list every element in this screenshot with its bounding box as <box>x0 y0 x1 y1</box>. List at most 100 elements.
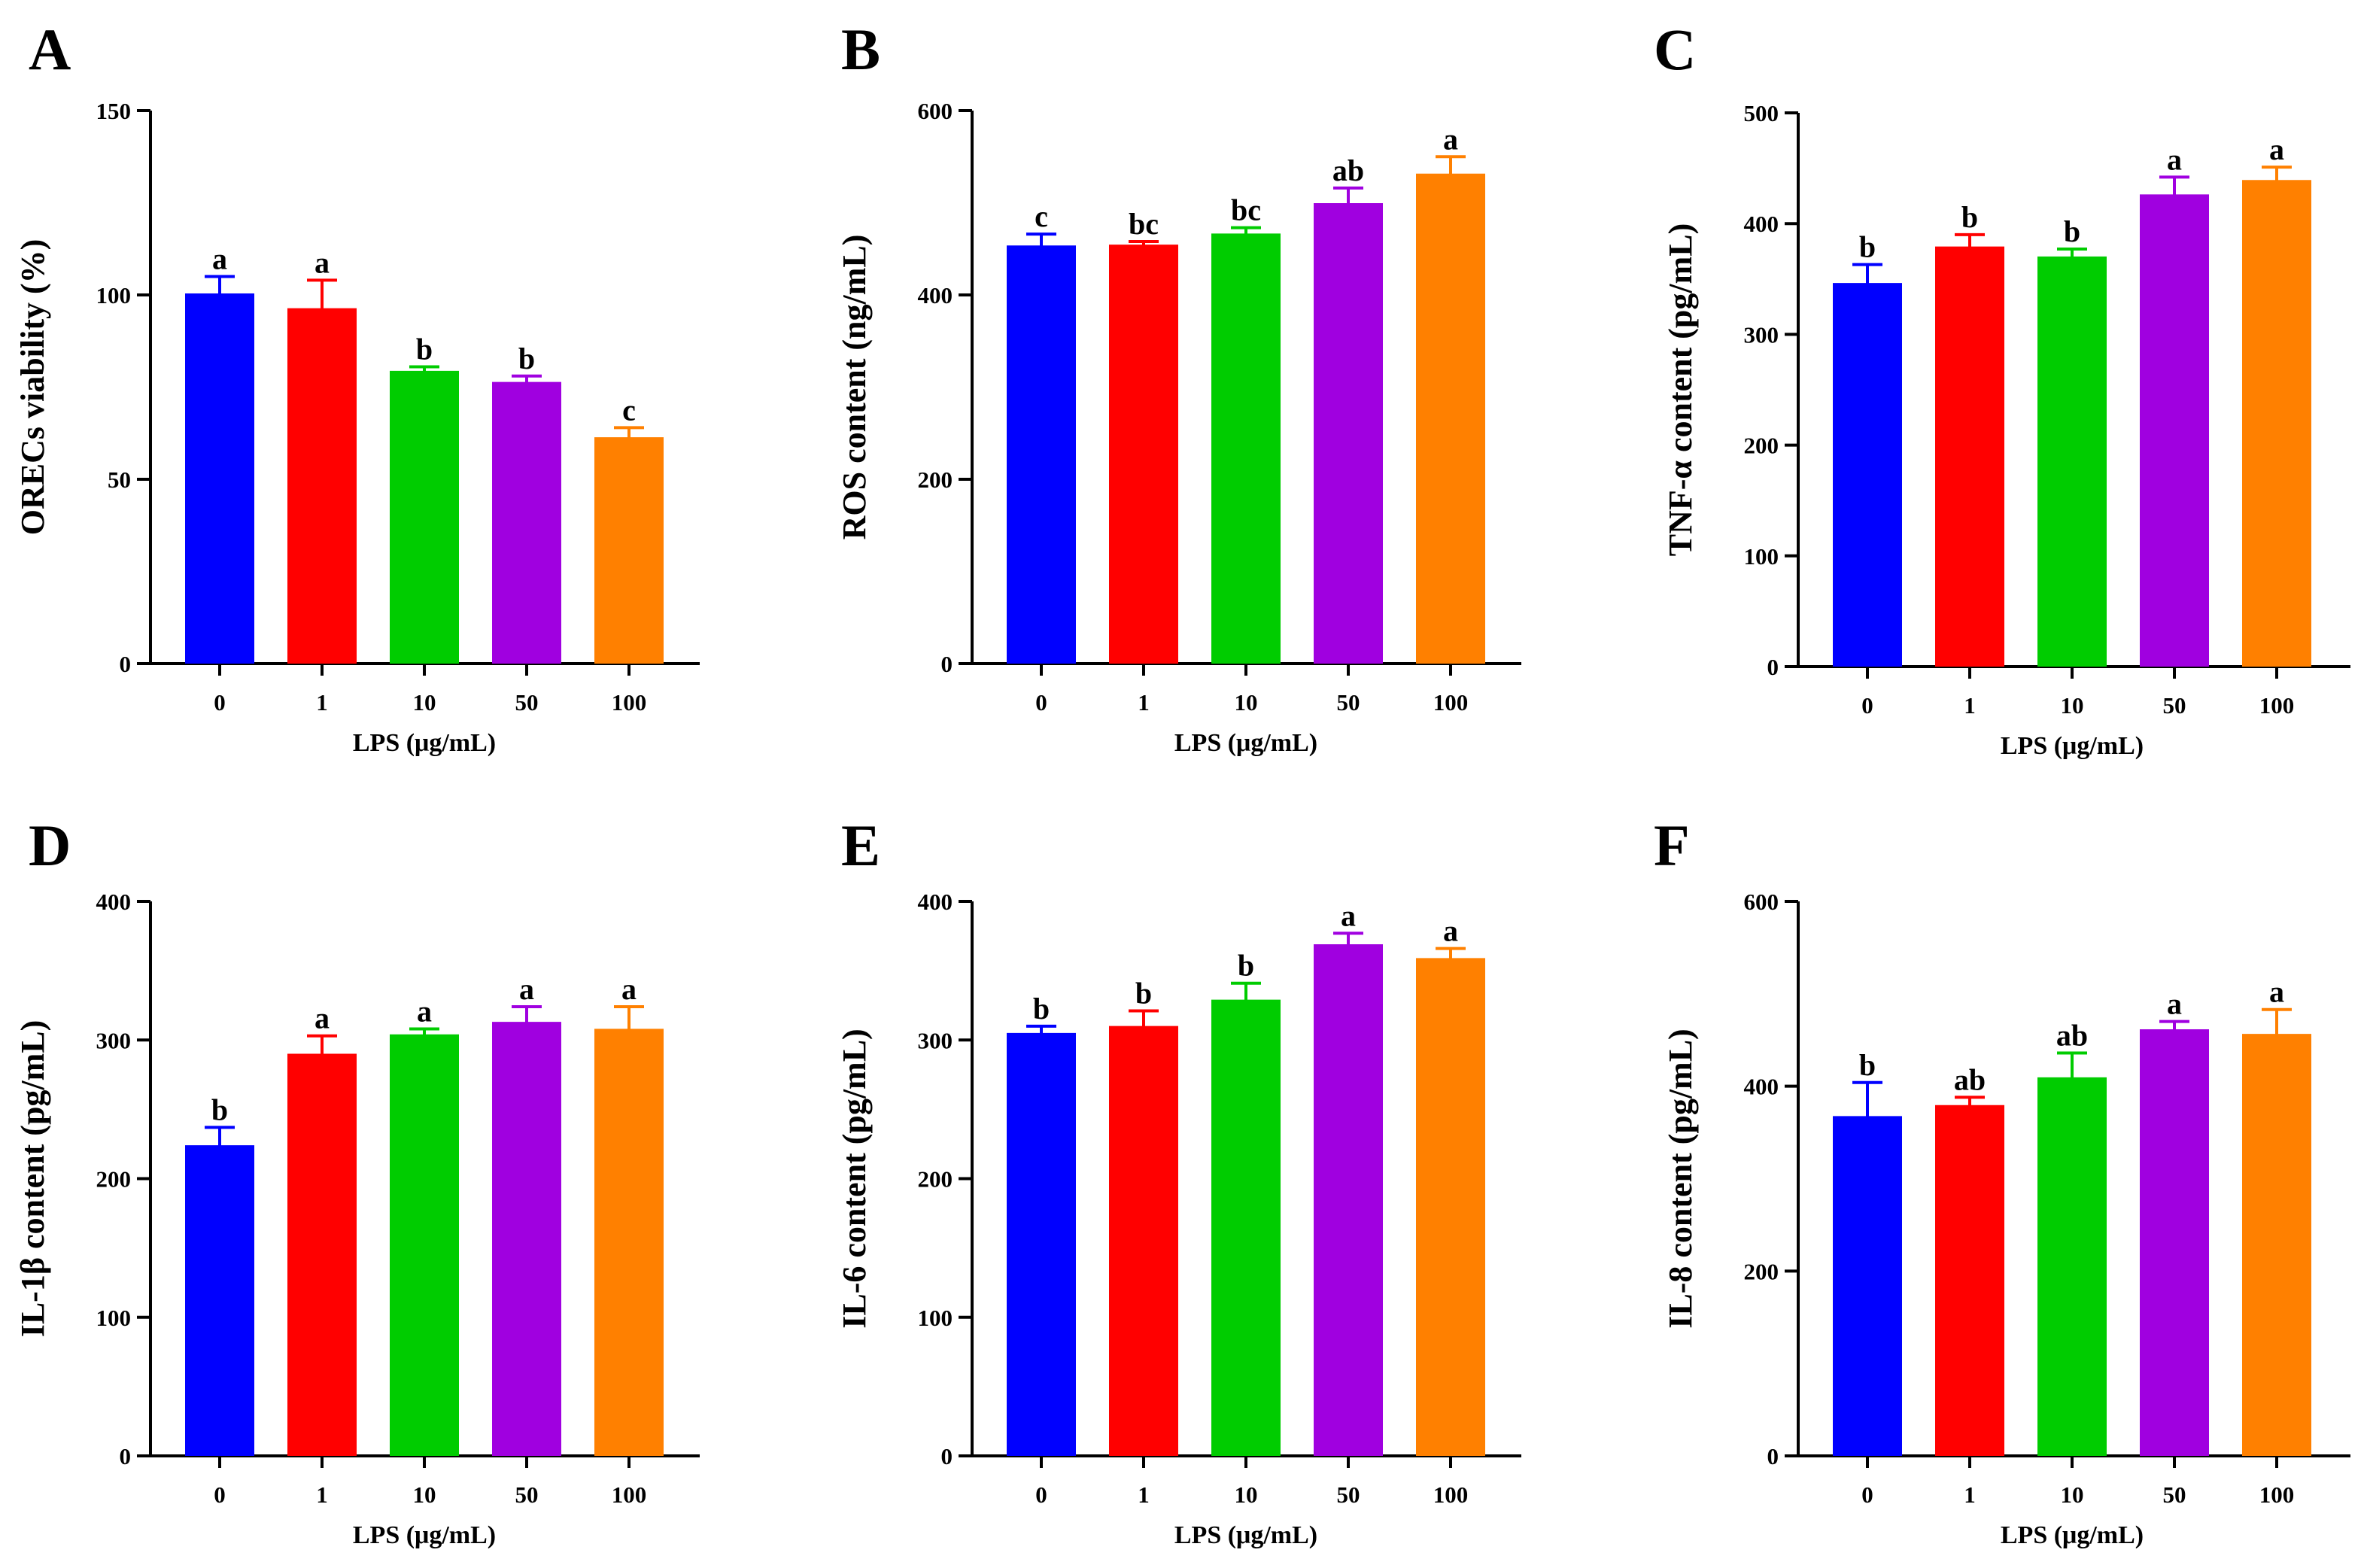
bar <box>1007 1034 1076 1456</box>
significance-label: a <box>1341 898 1356 932</box>
x-tick-label: 1 <box>1138 1481 1150 1508</box>
bar <box>594 439 664 664</box>
x-tick-label: 100 <box>2259 692 2295 719</box>
bar <box>1416 175 1485 664</box>
bar <box>2242 1035 2311 1456</box>
y-tick-label: 400 <box>1744 211 1779 237</box>
y-tick-label: 0 <box>120 1443 132 1469</box>
significance-label: ab <box>1332 153 1364 187</box>
significance-label: b <box>1961 200 1978 234</box>
x-tick-label: 50 <box>515 689 539 716</box>
chart-panel-e: E 0 100 200 300 400 b 0 b 1 b 10 a 50 a 100 LPS (μg/mL) I… <box>836 813 1521 1549</box>
bar <box>185 295 254 664</box>
x-tick-label: 1 <box>1964 1481 1976 1508</box>
x-tick-label: 50 <box>1337 689 1360 716</box>
bar <box>1314 204 1383 664</box>
panel-letter: A <box>29 17 71 82</box>
x-tick-label: 0 <box>1035 689 1047 716</box>
significance-label: b <box>1135 977 1152 1010</box>
x-tick-label: 1 <box>1138 689 1150 716</box>
bar <box>185 1147 254 1456</box>
x-tick-label: 0 <box>1035 1481 1047 1508</box>
y-tick-label: 400 <box>918 889 953 915</box>
bar <box>1935 248 2004 667</box>
x-tick-label: 100 <box>1433 689 1469 716</box>
y-tick-label: 100 <box>1744 543 1779 570</box>
y-tick-label: 500 <box>1744 100 1779 126</box>
y-tick-label: 100 <box>918 1305 953 1331</box>
y-tick-label: 100 <box>96 1305 132 1331</box>
y-tick-label: 200 <box>96 1166 132 1193</box>
bar <box>1211 1001 1281 1456</box>
x-axis-title: LPS (μg/mL) <box>353 1521 496 1549</box>
significance-label: ab <box>2056 1018 2088 1052</box>
chart-panel-b: B 0 200 400 600 c 0 bc 1 bc 10 ab 50 a 100 LPS (μg/mL) R… <box>836 17 1521 757</box>
significance-label: b <box>416 333 433 366</box>
chart-panel-a: A 0 50 100 150 a 0 a 1 b 10 b 50 c 100 LPS (μg/mL) ORECs… <box>14 17 700 757</box>
significance-label: a <box>314 1001 330 1035</box>
y-tick-label: 50 <box>108 466 131 493</box>
significance-label: a <box>1443 122 1458 156</box>
bar <box>2037 1078 2107 1456</box>
bar <box>1416 959 1485 1456</box>
x-tick-label: 10 <box>1235 1481 1258 1508</box>
x-axis-title: LPS (μg/mL) <box>353 729 496 757</box>
y-tick-label: 0 <box>941 1443 953 1469</box>
y-tick-label: 200 <box>918 1166 953 1193</box>
y-tick-label: 600 <box>918 98 953 124</box>
significance-label: b <box>2064 214 2080 248</box>
significance-label: a <box>417 995 432 1029</box>
y-tick-label: 300 <box>918 1027 953 1053</box>
y-tick-label: 400 <box>918 282 953 308</box>
y-tick-label: 200 <box>1744 1258 1779 1284</box>
bar <box>1833 284 1902 667</box>
y-tick-label: 200 <box>1744 433 1779 459</box>
x-axis-title: LPS (μg/mL) <box>1174 729 1317 757</box>
y-tick-label: 150 <box>96 98 132 124</box>
x-axis-title: LPS (μg/mL) <box>1174 1521 1317 1549</box>
x-tick-label: 0 <box>214 689 226 716</box>
y-tick-label: 300 <box>1744 321 1779 348</box>
x-tick-label: 10 <box>2061 1481 2084 1508</box>
x-tick-label: 1 <box>1964 692 1976 719</box>
x-tick-label: 100 <box>2259 1481 2295 1508</box>
chart-panel-f: F 0 200 400 600 b 0 ab 1 ab 10 a 50 a 100 LPS (μg/mL) IL… <box>1654 813 2350 1549</box>
y-tick-label: 100 <box>96 282 132 308</box>
panel-letter: C <box>1654 17 1696 82</box>
bar <box>1007 247 1076 664</box>
y-axis-title: ORECs viability (%) <box>14 239 51 536</box>
x-tick-label: 50 <box>1337 1481 1360 1508</box>
bar <box>287 1055 357 1456</box>
x-tick-label: 0 <box>1861 692 1873 719</box>
significance-label: b <box>1859 230 1876 264</box>
x-tick-label: 50 <box>2163 692 2186 719</box>
significance-label: a <box>2269 132 2284 166</box>
significance-label: c <box>1035 199 1048 233</box>
bar <box>492 383 561 664</box>
significance-label: a <box>212 242 227 276</box>
y-axis-title: IL-8 content (pg/mL) <box>1662 1029 1699 1328</box>
y-tick-label: 0 <box>1767 1443 1779 1469</box>
significance-label: b <box>1859 1048 1876 1082</box>
bar <box>390 1035 459 1456</box>
bar <box>2140 1030 2209 1456</box>
x-tick-label: 100 <box>612 689 647 716</box>
x-tick-label: 1 <box>316 1481 328 1508</box>
bar <box>1935 1106 2004 1456</box>
x-tick-label: 10 <box>413 689 436 716</box>
bar <box>1109 246 1178 664</box>
significance-label: c <box>622 393 636 427</box>
x-tick-label: 100 <box>612 1481 647 1508</box>
panel-letter: F <box>1654 813 1690 878</box>
y-axis-title: IL-1β content (pg/mL) <box>14 1020 51 1338</box>
significance-label: a <box>519 972 534 1006</box>
significance-label: bc <box>1129 207 1159 241</box>
significance-label: a <box>2167 142 2182 176</box>
significance-label: b <box>518 342 535 375</box>
significance-label: ab <box>1954 1062 1986 1096</box>
chart-panel-c: C 0 100 200 300 400 500 b 0 b 1 b 10 a 50 a 100 LPS (μg/m… <box>1654 17 2350 760</box>
x-tick-label: 100 <box>1433 1481 1469 1508</box>
y-tick-label: 300 <box>96 1027 132 1053</box>
significance-label: a <box>621 972 637 1006</box>
